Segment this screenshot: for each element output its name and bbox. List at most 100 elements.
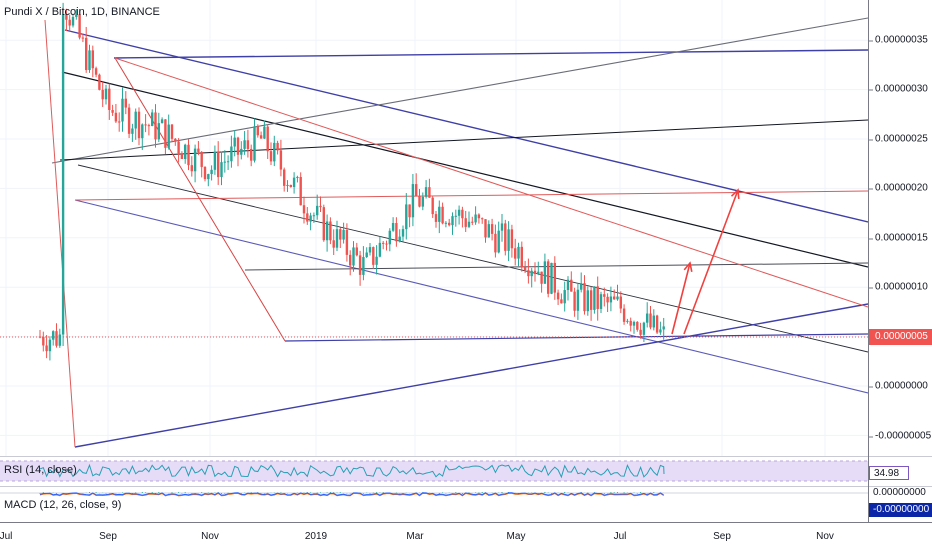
- candle-up: [104, 88, 108, 100]
- candle-down: [540, 271, 543, 284]
- candle-down: [137, 111, 141, 139]
- candle-up: [58, 334, 61, 346]
- candle-up: [662, 326, 665, 330]
- candle-down: [259, 135, 263, 139]
- candle-up: [500, 223, 504, 231]
- candle-up: [52, 331, 55, 340]
- candle-down: [38, 336, 42, 338]
- candle-down: [382, 242, 385, 244]
- candle-down: [339, 229, 342, 240]
- candle-up: [405, 204, 408, 230]
- candle-up: [75, 14, 78, 17]
- candle-down: [461, 209, 464, 219]
- candle-up: [210, 169, 213, 175]
- candle-down: [85, 37, 88, 71]
- candle-up: [240, 148, 243, 155]
- candle-up: [365, 252, 368, 258]
- time-tick: Jul: [0, 531, 13, 542]
- candle-down: [180, 153, 184, 159]
- pane-separator[interactable]: [0, 486, 932, 487]
- candle-up: [646, 313, 649, 323]
- candle-down: [560, 299, 563, 304]
- lower-black-trendline: [77, 164, 868, 353]
- price-chart[interactable]: [0, 0, 868, 456]
- candle-down: [372, 247, 375, 265]
- candle-up: [292, 177, 296, 188]
- price-axis-border: [868, 0, 869, 522]
- candle-up: [467, 221, 471, 227]
- candle-down: [127, 107, 131, 134]
- candle-up: [576, 289, 580, 311]
- candle-down: [154, 112, 157, 140]
- price-axis[interactable]: 0.00000035 0.00000030 0.00000025 0.00000…: [868, 0, 932, 522]
- candle-down: [481, 218, 484, 220]
- candle-down: [490, 224, 494, 234]
- macd-legend[interactable]: MACD (12, 26, close, 9): [4, 499, 122, 511]
- candle-up: [88, 50, 91, 71]
- candle-down: [477, 214, 481, 219]
- time-tick: Nov: [201, 531, 219, 542]
- channel-lower-line: [74, 199, 868, 394]
- candle-up: [599, 294, 603, 309]
- candle-up: [391, 223, 395, 231]
- candle-up: [507, 229, 510, 251]
- time-axis[interactable]: Jul Sep Nov 2019 Mar May Jul Sep Nov: [0, 522, 932, 550]
- candle-down: [114, 112, 118, 122]
- main-chart-pane[interactable]: [0, 0, 868, 456]
- candle-down: [302, 205, 306, 214]
- candle-down: [570, 279, 573, 292]
- candle-down: [98, 74, 101, 90]
- candle-up: [134, 111, 137, 129]
- price-tick: 0.00000020: [869, 182, 928, 194]
- candle-down: [283, 169, 286, 186]
- candle-up: [243, 140, 246, 149]
- candle-down: [164, 119, 167, 148]
- rsi-legend[interactable]: RSI (14, close): [4, 464, 77, 476]
- projection-arrow-short-head: [683, 261, 693, 272]
- candle-down: [504, 223, 507, 251]
- candle-up: [586, 290, 589, 312]
- price-tick: 0.00000015: [869, 232, 928, 244]
- candle-down: [510, 229, 514, 249]
- candle-down: [547, 261, 550, 294]
- candle-down: [649, 313, 652, 328]
- candle-up: [543, 261, 547, 284]
- candle-up: [421, 196, 424, 207]
- candle-down: [118, 121, 121, 123]
- candle-down: [408, 204, 411, 218]
- macd-pane[interactable]: [0, 487, 868, 522]
- symbol-legend[interactable]: Pundi X / Bitcoin, 1D, BINANCE: [4, 6, 160, 18]
- candle-up: [213, 151, 217, 170]
- candle-up: [474, 214, 477, 223]
- candle-up: [342, 229, 345, 240]
- candle-up: [131, 128, 134, 134]
- candle-down: [358, 255, 362, 275]
- rsi-line: [39, 463, 665, 479]
- candle-down: [101, 89, 104, 100]
- rising-grey-line: [51, 17, 868, 164]
- candle-up: [398, 236, 401, 242]
- pane-separator[interactable]: [0, 456, 932, 457]
- candle-up: [517, 246, 520, 259]
- candle-down: [573, 291, 576, 311]
- macd-zero-label: 0.00000000: [869, 487, 932, 499]
- candle-down: [464, 218, 467, 227]
- candle-up: [335, 229, 339, 248]
- candle-down: [200, 151, 203, 167]
- candle-down: [299, 176, 302, 206]
- candle-up: [286, 184, 289, 186]
- candle-up: [609, 296, 613, 303]
- candle-up: [401, 229, 405, 237]
- candle-down: [250, 148, 253, 161]
- candle-up: [659, 329, 662, 333]
- macd-line: [39, 492, 664, 496]
- rising-blue-line: [74, 303, 868, 448]
- candle-down: [65, 14, 68, 20]
- candle-down: [596, 286, 599, 309]
- candle-up: [362, 257, 365, 275]
- candle-down: [613, 296, 616, 300]
- candle-up: [226, 161, 230, 163]
- rsi-pane[interactable]: [0, 457, 868, 486]
- candle-down: [203, 166, 207, 180]
- candle-up: [325, 221, 329, 241]
